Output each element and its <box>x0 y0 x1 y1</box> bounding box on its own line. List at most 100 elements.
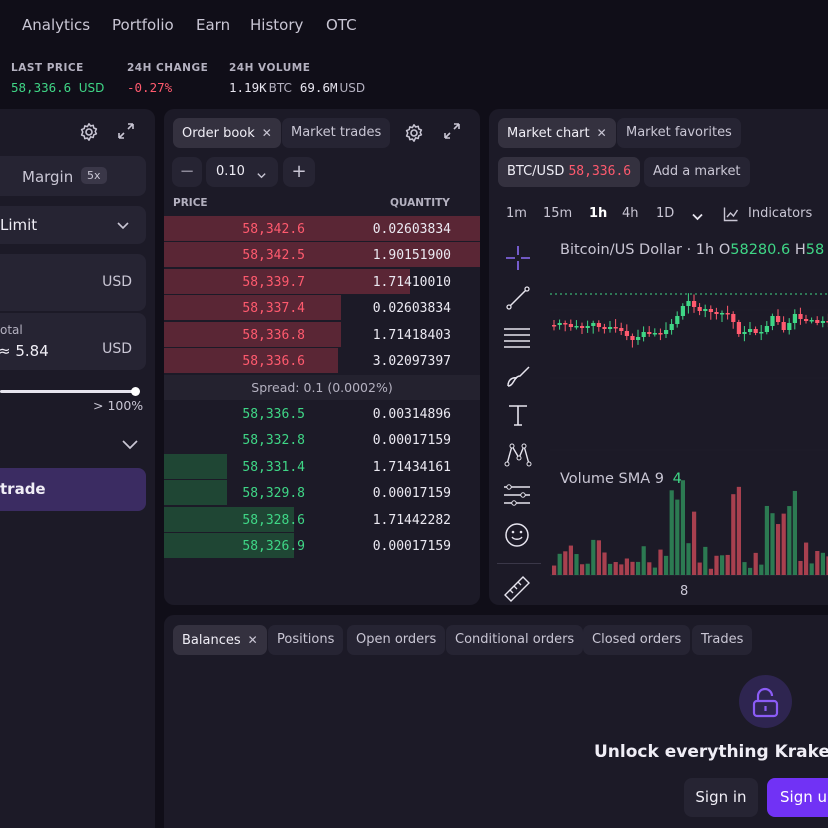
price-chart-canvas[interactable] <box>540 270 828 590</box>
trade-button[interactable]: trade <box>0 468 146 511</box>
volume-bar <box>675 499 680 575</box>
price-field[interactable]: USD <box>0 254 146 311</box>
unlock-icon <box>739 675 792 728</box>
row-quantity: 0.02603834 <box>372 301 451 317</box>
bid-row[interactable]: 58,336.5 0.00314896 <box>164 401 480 427</box>
increase-step-button[interactable]: + <box>283 157 315 187</box>
candle-body <box>776 316 781 322</box>
ask-row[interactable]: 58,337.4 0.02603834 <box>164 295 480 321</box>
interval-1d[interactable]: 1D <box>656 206 675 221</box>
candle-body <box>652 333 657 335</box>
brush-icon[interactable] <box>505 364 533 394</box>
candle-body <box>742 332 747 334</box>
amount-slider-track[interactable] <box>0 390 136 393</box>
tab-trades[interactable]: Trades <box>692 625 753 655</box>
ask-row[interactable]: 58,336.6 3.02097397 <box>164 348 480 374</box>
step-select[interactable]: 0.10 <box>206 157 278 187</box>
tab-open-orders[interactable]: Open orders <box>347 625 446 655</box>
margin-label: Margin <box>22 168 74 186</box>
ohlc-high: 58 <box>805 242 825 258</box>
settings-icon[interactable] <box>79 122 99 146</box>
text-tool-icon[interactable] <box>507 403 529 431</box>
interval-1m[interactable]: 1m <box>506 206 527 221</box>
crosshair-icon[interactable] <box>505 245 531 275</box>
depth-bar <box>164 480 227 506</box>
close-icon[interactable]: ✕ <box>261 126 272 140</box>
tab-closed-orders[interactable]: Closed orders <box>583 625 691 655</box>
interval-1h[interactable]: 1h <box>589 206 608 221</box>
volume-bar <box>720 555 725 575</box>
chevron-down-icon[interactable] <box>121 436 139 455</box>
bid-row[interactable]: 58,332.8 0.00017159 <box>164 427 480 453</box>
bid-row[interactable]: 58,326.9 0.00017159 <box>164 533 480 559</box>
total-label: otal <box>0 323 23 337</box>
row-price: 58,336.8 <box>242 327 305 343</box>
volume-bar <box>563 551 568 575</box>
interval-4h[interactable]: 4h <box>622 206 639 221</box>
pattern-icon[interactable] <box>504 442 532 472</box>
sign-up-button[interactable]: Sign up <box>767 778 828 817</box>
close-icon[interactable]: ✕ <box>247 633 258 647</box>
settings-icon[interactable] <box>404 123 424 147</box>
ask-row[interactable]: 58,342.6 0.02603834 <box>164 216 480 242</box>
candle-body <box>608 327 613 329</box>
volume-bar <box>652 567 657 575</box>
row-price: 58,331.4 <box>242 459 305 475</box>
volume-bar <box>574 554 579 575</box>
decrease-step-button[interactable]: − <box>172 157 202 187</box>
ask-row[interactable]: 58,339.7 1.71410010 <box>164 268 480 295</box>
tab-conditional-orders[interactable]: Conditional orders <box>446 625 584 655</box>
nav-history[interactable]: History <box>250 16 304 34</box>
volume-bar <box>580 564 585 575</box>
step-value: 0.10 <box>216 164 245 179</box>
add-market-button[interactable]: Add a market <box>644 157 750 187</box>
ask-row[interactable]: 58,342.5 1.90151900 <box>164 242 480 268</box>
volume-usd: 69.6M <box>299 80 338 95</box>
volume-bar <box>714 555 719 575</box>
nav-portfolio[interactable]: Portfolio <box>112 16 174 34</box>
tab-market-trades[interactable]: Market trades <box>282 118 391 148</box>
sign-in-button[interactable]: Sign in <box>684 778 758 817</box>
interval-15m[interactable]: 15m <box>543 206 573 221</box>
trend-line-icon[interactable] <box>505 285 531 315</box>
chevron-down-icon[interactable] <box>691 208 704 227</box>
order-type-select[interactable]: Limit <box>0 206 146 244</box>
margin-tab[interactable]: Margin 5x <box>0 156 146 196</box>
expand-icon[interactable] <box>117 122 135 144</box>
row-quantity: 0.02603834 <box>372 222 451 237</box>
total-field[interactable]: otal ≈ 5.84 USD <box>0 313 146 370</box>
nav-analytics[interactable]: Analytics <box>22 16 91 34</box>
volume-bar <box>815 550 820 575</box>
expand-icon[interactable] <box>443 122 461 144</box>
candle-body <box>714 312 719 314</box>
depth-bar <box>164 533 294 558</box>
bid-row[interactable]: 58,328.6 1.71442282 <box>164 506 480 533</box>
nav-otc[interactable]: OTC <box>326 16 357 34</box>
tab-balances[interactable]: Balances ✕ <box>173 625 267 655</box>
bid-row[interactable]: 58,331.4 1.71434161 <box>164 453 480 480</box>
nav-earn[interactable]: Earn <box>196 16 231 34</box>
spread-row: Spread: 0.1 (0.0002%) <box>164 375 480 400</box>
candle-body <box>692 301 697 307</box>
emoji-icon[interactable] <box>504 522 530 552</box>
close-icon[interactable]: ✕ <box>596 126 607 140</box>
ask-row[interactable]: 58,336.8 1.71418403 <box>164 321 480 348</box>
ruler-icon[interactable] <box>503 575 531 607</box>
minus-icon: − <box>179 161 195 182</box>
volume-bar <box>557 553 562 575</box>
tab-positions[interactable]: Positions <box>268 625 344 655</box>
fib-tool-icon[interactable] <box>503 483 531 511</box>
candle-body <box>736 322 741 334</box>
tab-market-chart[interactable]: Market chart ✕ <box>498 118 616 148</box>
tab-market-favorites[interactable]: Market favorites <box>617 118 741 148</box>
chevron-down-icon <box>256 166 267 185</box>
indicators-button[interactable]: Indicators <box>748 206 813 221</box>
amount-slider-handle[interactable] <box>131 387 140 396</box>
candle-body <box>820 321 825 323</box>
candle-body <box>557 323 562 325</box>
pair-chip[interactable]: BTC/USD 58,336.6 <box>498 157 641 187</box>
horizontal-lines-icon[interactable] <box>503 325 531 353</box>
candle-body <box>675 316 680 324</box>
tab-order-book[interactable]: Order book ✕ <box>173 118 281 148</box>
bid-row[interactable]: 58,329.8 0.00017159 <box>164 480 480 506</box>
